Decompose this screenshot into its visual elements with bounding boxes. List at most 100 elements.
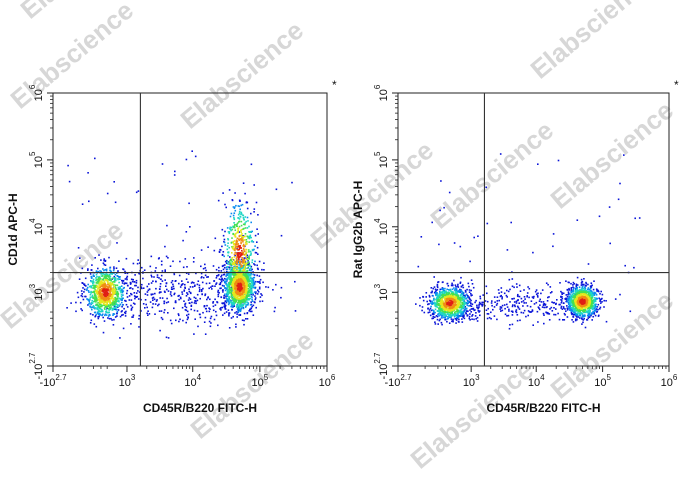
event-point [146,285,149,288]
event-point [195,297,197,300]
event-point [183,300,185,302]
event-point [114,297,116,299]
event-point [228,314,230,317]
event-point [233,207,236,209]
event-point [250,301,252,303]
event-point [464,301,466,304]
event-point [96,293,99,296]
event-point [468,297,470,299]
y-axis-label: CD1d APC-H [6,193,20,265]
event-point [571,307,573,309]
event-point [460,285,463,288]
event-point [113,181,115,183]
event-point [104,259,107,262]
event-point [462,316,465,319]
event-point [228,327,231,329]
event-point [189,298,192,300]
event-point [255,252,258,254]
event-point [596,290,598,292]
event-point [540,301,543,303]
event-point [240,297,243,300]
event-point [591,312,593,314]
event-point [534,290,537,293]
event-point [542,301,545,303]
event-point [93,275,95,277]
event-point [101,292,104,295]
event-point [113,318,115,321]
event-point [142,277,144,280]
event-point [237,301,240,303]
event-point [98,254,100,256]
event-point [114,287,117,289]
event-point [109,302,111,305]
event-point [227,251,230,253]
event-point [196,310,199,312]
event-point [442,296,445,298]
event-point [207,246,209,248]
event-point [112,283,114,286]
event-point [121,279,123,282]
event-point [500,287,503,289]
event-point [450,316,452,318]
event-point [593,313,596,315]
event-point [225,280,227,282]
event-point [449,315,452,317]
event-point [106,275,108,277]
event-point [438,307,441,309]
event-point [223,273,226,276]
event-point [193,285,196,287]
event-point [417,265,420,268]
event-point [116,291,119,294]
event-point [111,281,114,283]
event-point [429,302,432,304]
event-point [121,314,123,316]
event-point [280,296,282,299]
event-point [80,294,83,297]
event-point [442,290,445,292]
event-point [82,287,84,289]
event-point [77,247,80,249]
event-point [464,308,467,311]
event-point [238,247,241,250]
event-point [560,290,562,293]
event-point [572,292,575,294]
event-point [446,294,448,296]
event-point [575,318,577,320]
event-point [235,326,237,328]
event-point [152,280,154,282]
watermark-text: Elabscience [5,0,139,115]
event-point [231,226,233,229]
event-point [97,270,99,273]
event-point [440,314,442,317]
event-point [590,300,593,302]
event-point [102,268,104,270]
event-point [471,318,473,320]
event-point [234,280,237,282]
event-point [519,290,522,292]
event-point [432,317,435,320]
event-point [186,314,188,317]
event-point [234,264,236,266]
event-point [248,237,251,240]
event-point [104,314,106,317]
event-point [442,288,444,291]
event-point [116,290,119,293]
event-point [99,298,101,300]
event-point [224,264,226,266]
event-point [235,311,238,313]
event-point [248,274,251,276]
event-point [237,260,239,262]
event-point [185,295,188,297]
event-point [201,281,204,284]
event-point [172,285,175,288]
event-point [237,266,239,269]
event-point [91,277,93,279]
event-point [253,274,256,276]
event-point [624,264,626,267]
event-point [148,288,151,291]
event-point [218,278,221,280]
event-point [445,311,447,313]
event-point [67,164,69,167]
event-point [95,294,97,297]
event-point [226,227,229,229]
